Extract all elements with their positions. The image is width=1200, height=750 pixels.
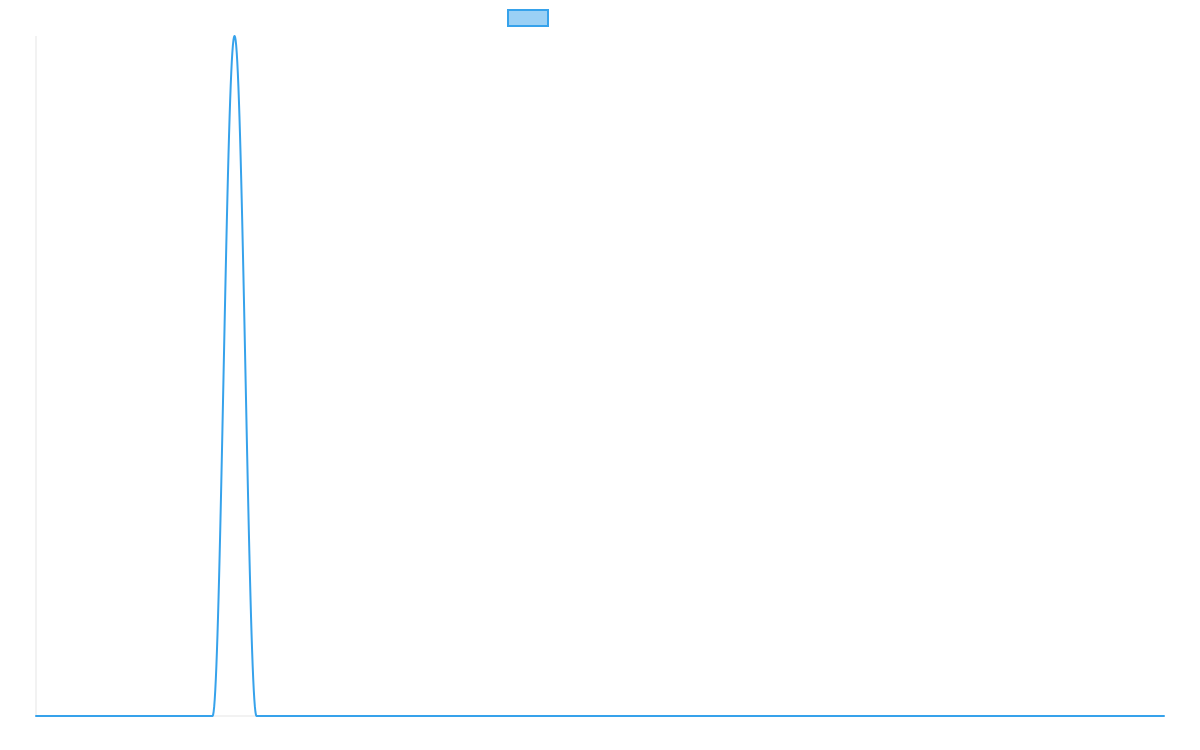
legend-swatch[interactable] bbox=[507, 9, 549, 27]
series-line bbox=[35, 35, 1165, 717]
legend[interactable] bbox=[507, 9, 549, 27]
plot-area bbox=[35, 35, 1165, 717]
